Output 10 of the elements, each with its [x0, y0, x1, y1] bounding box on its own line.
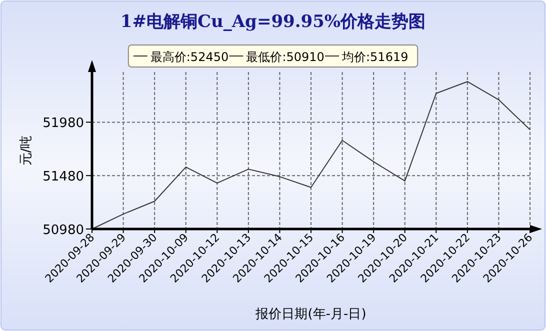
line-series [92, 81, 530, 230]
text: 最高价:52450 [150, 50, 229, 64]
text: 均价:51619 [341, 50, 408, 64]
y-axis-title: 元/吨 [19, 135, 34, 166]
text: 最低价:50910 [246, 50, 324, 64]
x-axis-title: 报价日期(年-月-日) [254, 307, 366, 322]
y-tick-label: 50980 [42, 223, 84, 238]
chart-title: 1#电解铜Cu_Ag=99.95%价格走势图 [120, 12, 426, 32]
y-tick-label: 51980 [42, 116, 84, 132]
y-tick-label: 51480 [42, 170, 84, 185]
